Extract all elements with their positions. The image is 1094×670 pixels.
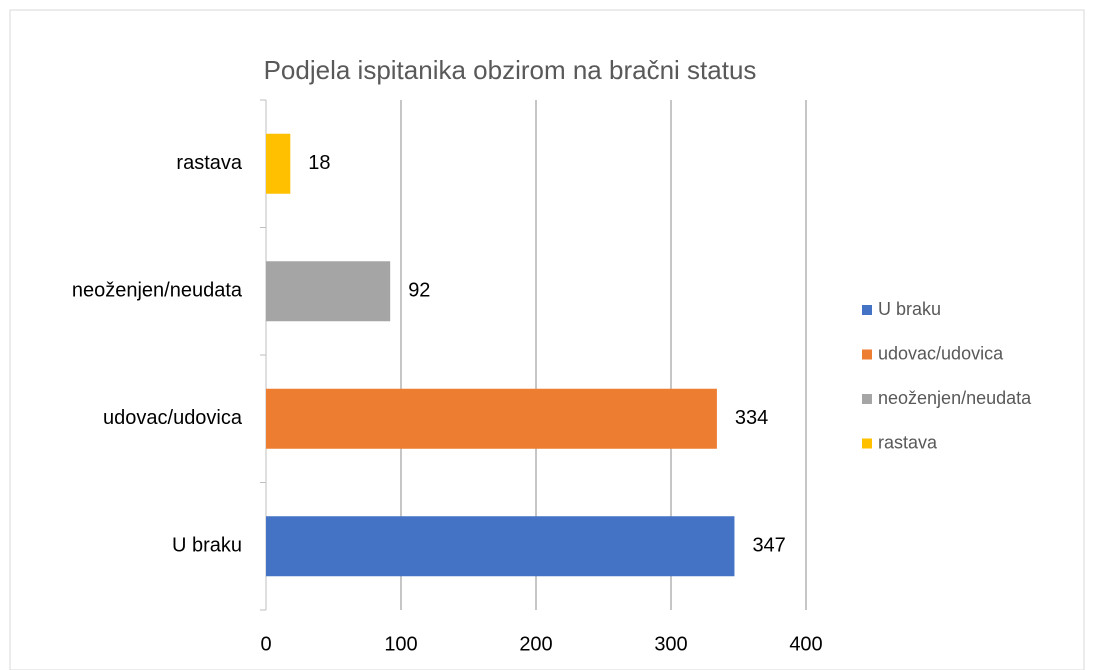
y-tick-label: U braku bbox=[172, 535, 242, 557]
bar bbox=[266, 388, 717, 449]
legend-swatch bbox=[862, 394, 872, 404]
bar bbox=[266, 516, 735, 577]
legend-label: rastava bbox=[878, 432, 938, 452]
data-label: 92 bbox=[408, 280, 430, 302]
x-tick-label: 400 bbox=[789, 633, 822, 655]
x-tick-label: 300 bbox=[654, 633, 687, 655]
y-tick-label: neoženjen/neudata bbox=[72, 280, 243, 302]
chart-title: Podjela ispitanika obzirom na bračni sta… bbox=[264, 55, 757, 85]
legend-label: U braku bbox=[878, 299, 941, 319]
data-label: 18 bbox=[308, 152, 330, 174]
x-tick-label: 0 bbox=[260, 633, 271, 655]
legend-swatch bbox=[862, 438, 872, 449]
legend-swatch bbox=[862, 349, 872, 360]
data-label: 347 bbox=[752, 535, 785, 557]
data-label: 334 bbox=[735, 407, 768, 429]
bar bbox=[266, 261, 391, 322]
legend-label: neoženjen/neudata bbox=[878, 388, 1032, 408]
bar bbox=[266, 133, 291, 194]
legend-swatch bbox=[862, 305, 872, 315]
legend-label: udovac/udovica bbox=[878, 343, 1004, 363]
y-tick-label: udovac/udovica bbox=[103, 407, 243, 429]
x-tick-label: 100 bbox=[384, 633, 417, 655]
y-tick-label: rastava bbox=[176, 152, 242, 174]
x-tick-label: 200 bbox=[519, 633, 552, 655]
